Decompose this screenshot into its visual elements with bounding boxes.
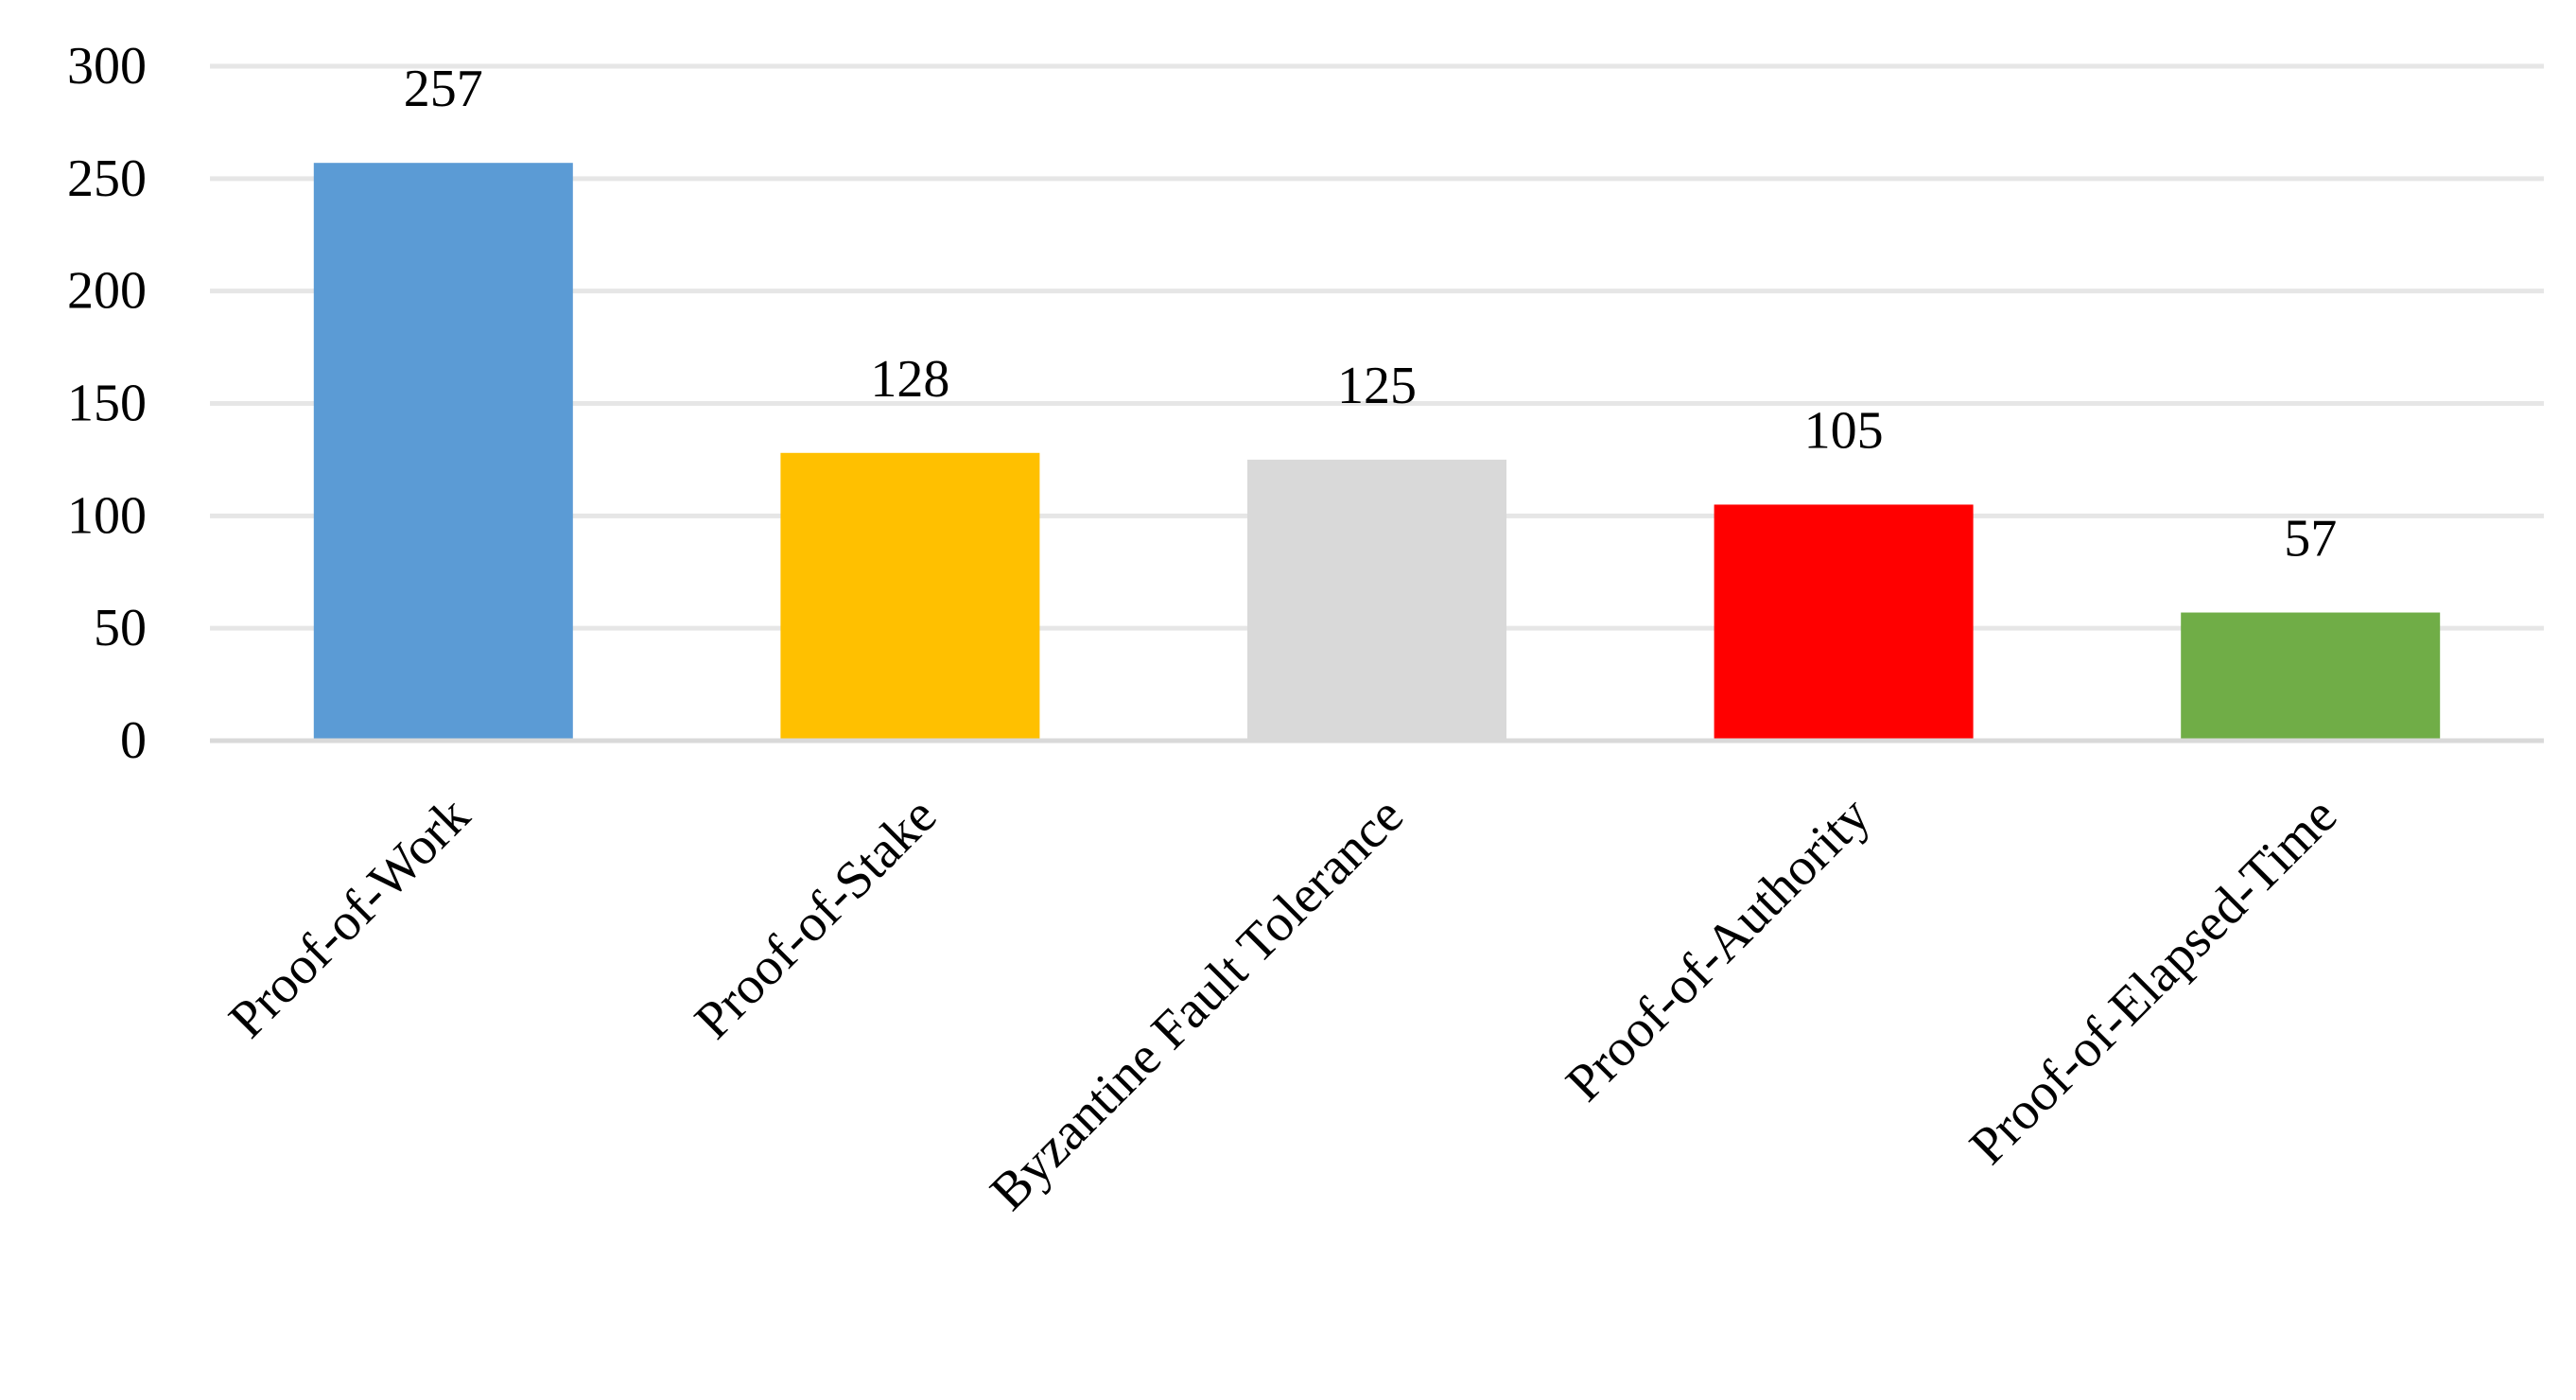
y-tick-label: 200 <box>67 262 147 321</box>
bar-2 <box>1247 459 1506 741</box>
bar-3 <box>1714 504 1974 741</box>
category-label: Proof-of-Work <box>218 786 481 1049</box>
y-tick-label: 150 <box>67 375 147 433</box>
y-tick-label: 250 <box>67 149 147 208</box>
bar-value-label: 128 <box>870 350 949 409</box>
bar-value-label: 57 <box>2284 510 2337 569</box>
category-label: Byzantine Fault Tolerance <box>980 786 1415 1221</box>
y-tick-label: 50 <box>94 599 147 657</box>
bar-value-labels: 257 128 125 105 57 <box>404 60 2337 568</box>
y-axis-tick-labels: 0 50 100 150 200 250 300 <box>67 37 147 770</box>
category-label: Proof-of-Stake <box>684 786 948 1050</box>
bar-1 <box>780 452 1040 741</box>
gridlines <box>210 63 2544 631</box>
bar-value-label: 257 <box>404 60 483 118</box>
category-labels: Proof-of-Work Proof-of-Stake Byzantine Fau… <box>218 786 2349 1221</box>
y-tick-label: 300 <box>67 37 147 96</box>
bar-value-label: 105 <box>1804 401 1884 460</box>
bar-4 <box>2181 612 2441 741</box>
category-label: Proof-of-Elapsed-Time <box>1958 786 2348 1176</box>
y-tick-label: 100 <box>67 486 147 545</box>
y-tick-label: 0 <box>120 711 147 770</box>
category-label: Proof-of-Authority <box>1555 786 1881 1112</box>
bar-0 <box>313 163 573 742</box>
bar-value-label: 125 <box>1337 357 1417 415</box>
bars <box>313 163 2441 742</box>
